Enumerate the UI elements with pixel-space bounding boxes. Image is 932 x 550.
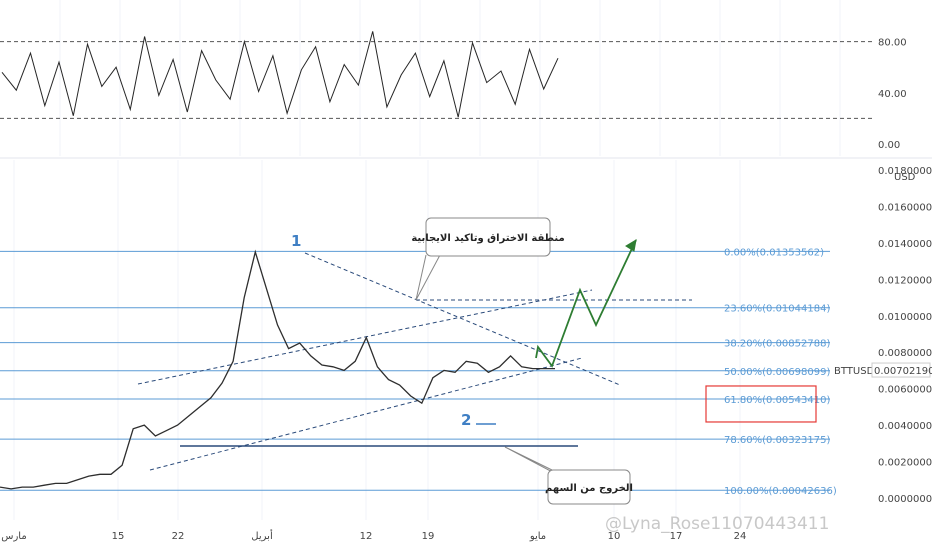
trend-channel-line[interactable] — [137, 289, 593, 385]
currency-label: USD — [894, 172, 916, 183]
time-tick-label: 12 — [360, 531, 373, 542]
projection-path[interactable] — [535, 239, 637, 368]
symbol-label: BTTUSD — [834, 366, 875, 377]
oscillator-tick-label: 80.00 — [878, 38, 907, 49]
callout-pointer — [504, 446, 561, 477]
price-tick-label: 0.00000000 — [878, 494, 932, 505]
last-price-tag[interactable] — [871, 362, 931, 378]
oscillator-levels — [0, 41, 872, 119]
callout-text-exit: الخروج من السهم — [545, 483, 633, 494]
time-tick-label: 10 — [608, 531, 621, 542]
projection-line[interactable] — [535, 239, 637, 368]
wave-label-1: 1 — [291, 232, 301, 250]
trend-channel-line[interactable] — [149, 357, 583, 471]
fibonacci-level-label: 61.80%(0.00543410) — [724, 395, 830, 406]
fibonacci-level-label: 38.20%(0.00852788) — [724, 339, 830, 350]
price-series — [0, 249, 555, 490]
callout-box — [547, 469, 631, 505]
time-tick-label: أبريل — [251, 529, 273, 542]
highlighted-level-box[interactable] — [705, 385, 817, 423]
last-price-value: 0.00702190 — [874, 366, 932, 377]
watermark: @Lyna_Rose11070443411 — [605, 514, 829, 534]
callouts: 1 2 منطقة الاختراق وتاكيد الايجابية الخروج … — [291, 217, 829, 534]
time-tick-label: 24 — [734, 531, 747, 542]
trend-channel-line[interactable] — [304, 252, 621, 386]
callout-pointer — [415, 254, 441, 301]
time-tick-label: 17 — [670, 531, 683, 542]
trendlines[interactable] — [137, 252, 692, 471]
fibonacci-level-label: 23.60%(0.01044184) — [724, 304, 830, 315]
oscillator-line — [1, 31, 559, 118]
fibonacci-level-label: 78.60%(0.00323175) — [724, 435, 830, 446]
time-tick-label: 15 — [112, 531, 125, 542]
wave-label-2: 2 — [461, 411, 471, 429]
time-tick-label: مايو — [529, 531, 546, 542]
time-tick-label: مارس — [1, 531, 26, 542]
callout-box — [425, 217, 551, 257]
price-pane: 0.00%(0.01353562) 23.60%(0.01044184) 38.20… — [0, 160, 932, 542]
fibonacci-level-label: 0.00%(0.01353562) — [724, 247, 824, 258]
fibonacci-level-label: 100.00%(0.00042636) — [724, 486, 837, 497]
time-tick-label: 19 — [422, 531, 435, 542]
oscillator-series-line — [1, 31, 559, 118]
fibonacci-level-label: 50.00%(0.00698099) — [724, 367, 830, 378]
oscillator-pane: 80.00 40.00 0.00 — [0, 0, 907, 156]
price-series-line — [0, 249, 555, 490]
time-x-axis[interactable]: مارس 15 22 أبريل 12 19 مايو 10 17 24 — [1, 529, 746, 542]
time-tick-label: 22 — [172, 531, 185, 542]
projection-arrowhead-icon — [625, 239, 637, 252]
oscillator-tick-label: 40.00 — [878, 89, 907, 100]
callout-text-breakout: منطقة الاختراق وتاكيد الايجابية — [411, 233, 564, 244]
oscillator-tick-label: 0.00 — [878, 140, 900, 151]
oscillator-y-axis: 80.00 40.00 0.00 — [878, 38, 907, 151]
